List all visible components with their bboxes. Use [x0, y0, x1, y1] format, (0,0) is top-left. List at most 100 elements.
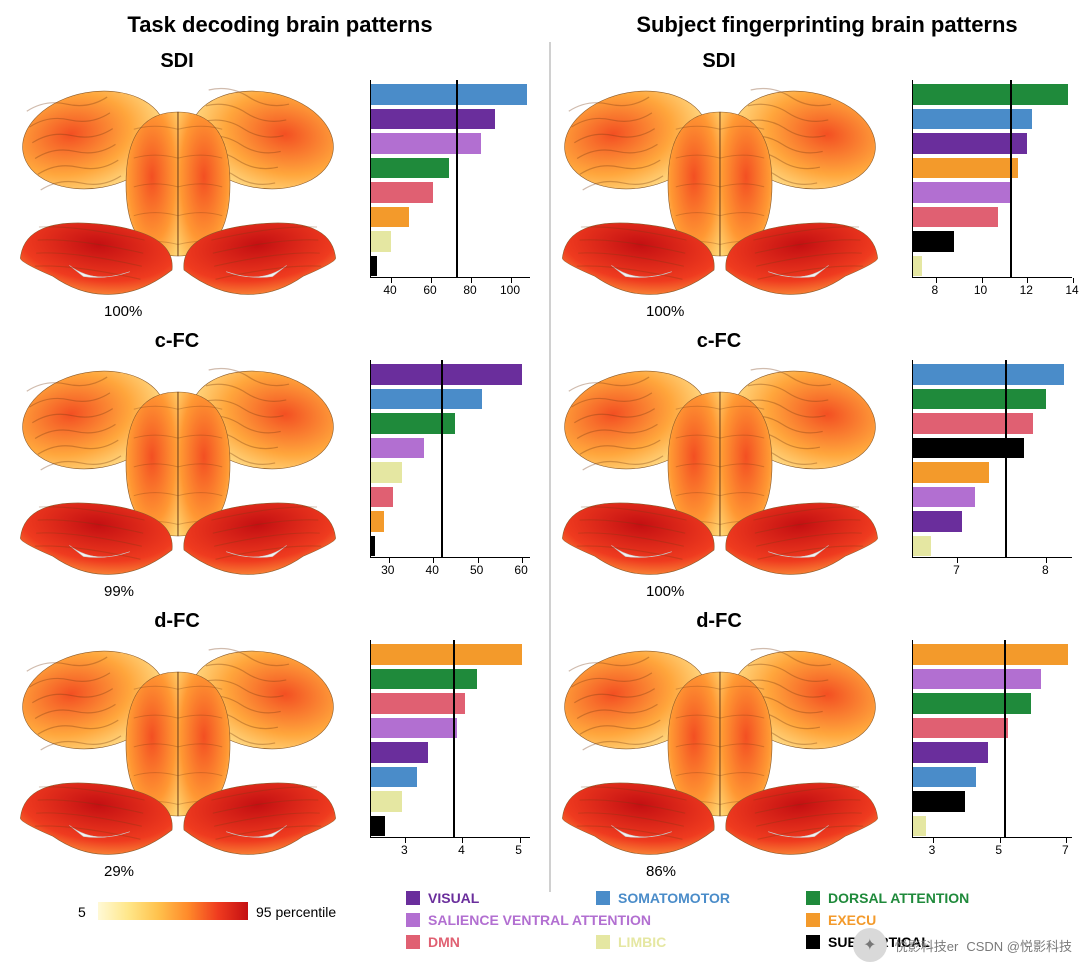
bar-somatomotor [371, 84, 527, 105]
x-tick-label: 60 [506, 563, 536, 577]
plot-area [370, 360, 530, 558]
bar-visual [371, 364, 522, 385]
plot-area [912, 80, 1072, 278]
bar-dorsal_attention [371, 158, 449, 179]
brain-montage [560, 356, 880, 588]
legend-label: LIMBIC [618, 934, 666, 950]
colorbar-high-label: 95 percentile [256, 904, 336, 920]
legend-swatch [406, 891, 420, 905]
x-tick-label: 40 [375, 283, 405, 297]
column-divider [549, 42, 551, 892]
plot-area [912, 360, 1072, 558]
bar-execu [371, 511, 384, 532]
bar-execu [371, 644, 522, 665]
legend-swatch [596, 935, 610, 949]
bar-chart: 406080100 [354, 80, 530, 304]
bar-limbic [371, 791, 402, 812]
x-tick-label: 10 [966, 283, 996, 297]
panel-L_cFC: c-FC 99%30405060 [12, 326, 538, 602]
panel-R_dFC: d-FC 86%357 [554, 606, 1080, 882]
brain-montage [18, 636, 338, 868]
bar-dorsal_attention [913, 389, 1046, 410]
x-tick-label: 30 [373, 563, 403, 577]
legend-label: DMN [428, 934, 460, 950]
bar-dmn [371, 487, 393, 508]
x-tick-label: 14 [1057, 283, 1080, 297]
legend-swatch [406, 913, 420, 927]
figure-root: Task decoding brain patterns Subject fin… [0, 0, 1080, 966]
legend-item-salience: SALIENCE VENTRAL ATTENTION [406, 912, 651, 928]
bar-limbic [371, 231, 391, 252]
panel-percent: 99% [104, 583, 134, 600]
panel-title: d-FC [554, 610, 884, 633]
panel-L_dFC: d-FC 29%345 [12, 606, 538, 882]
bar-dmn [913, 413, 1033, 434]
bar-chart: 78 [896, 360, 1072, 584]
bar-dorsal_attention [913, 84, 1068, 105]
bar-limbic [913, 256, 922, 277]
panel-percent: 100% [104, 303, 142, 320]
bar-chart: 345 [354, 640, 530, 864]
bar-dorsal_attention [371, 669, 477, 690]
watermark-csdn: CSDN @悦影科技 [966, 936, 1072, 955]
bar-limbic [913, 816, 926, 837]
brain-montage [560, 76, 880, 308]
x-tick-label: 40 [417, 563, 447, 577]
x-tick-label: 7 [941, 563, 971, 577]
x-tick-label: 80 [455, 283, 485, 297]
bar-somatomotor [371, 389, 482, 410]
bar-dmn [371, 693, 465, 714]
legend-label: VISUAL [428, 890, 479, 906]
panel-percent: 29% [104, 863, 134, 880]
brain-montage [560, 636, 880, 868]
colorbar-gradient [98, 902, 248, 920]
x-tick-label: 3 [917, 843, 947, 857]
panel-R_cFC: c-FC 100% 78 [554, 326, 1080, 602]
bar-somatomotor [913, 364, 1064, 385]
bar-visual [371, 109, 495, 130]
panel-title: c-FC [554, 330, 884, 353]
bar-somatomotor [371, 767, 417, 788]
reference-line [441, 360, 443, 558]
x-tick-label: 3 [389, 843, 419, 857]
bar-salience [913, 669, 1041, 690]
reference-line [1004, 640, 1006, 838]
bar-chart: 8101214 [896, 80, 1072, 304]
legend-item-dmn: DMN [406, 934, 460, 950]
bar-salience [913, 182, 1011, 203]
brain-montage [18, 356, 338, 588]
panel-L_SDI: SDI 100% 406080100 [12, 46, 538, 322]
bar-execu [913, 158, 1018, 179]
bar-visual [913, 742, 988, 763]
bar-salience [371, 718, 457, 739]
legend-swatch [806, 935, 820, 949]
x-tick-label: 4 [446, 843, 476, 857]
legend-swatch [596, 891, 610, 905]
legend-label: DORSAL ATTENTION [828, 890, 969, 906]
watermark: ✦ 悦影科技er CSDN @悦影科技 [853, 928, 1072, 962]
bar-subcortical [371, 536, 375, 557]
bar-dmn [913, 718, 1008, 739]
brain-montage [18, 76, 338, 308]
legend-item-somatomotor: SOMATOMOTOR [596, 890, 730, 906]
legend-label: SOMATOMOTOR [618, 890, 730, 906]
legend-item-dorsal_attention: DORSAL ATTENTION [806, 890, 969, 906]
bar-dorsal_attention [913, 693, 1031, 714]
plot-area [370, 80, 530, 278]
plot-area [912, 640, 1072, 838]
panel-title: SDI [12, 50, 342, 73]
legend-label: SALIENCE VENTRAL ATTENTION [428, 912, 651, 928]
bar-chart: 30405060 [354, 360, 530, 584]
reference-line [456, 80, 458, 278]
panel-percent: 100% [646, 583, 684, 600]
bar-execu [371, 207, 409, 228]
x-tick-label: 5 [504, 843, 534, 857]
x-tick-label: 7 [1050, 843, 1080, 857]
legend-item-visual: VISUAL [406, 890, 479, 906]
bar-salience [913, 487, 975, 508]
x-tick-label: 8 [920, 283, 950, 297]
panel-R_SDI: SDI 100%8101214 [554, 46, 1080, 322]
watermark-brand: 悦影科技er [895, 936, 959, 955]
bar-subcortical [913, 438, 1024, 459]
left-column-title: Task decoding brain patterns [100, 12, 460, 38]
